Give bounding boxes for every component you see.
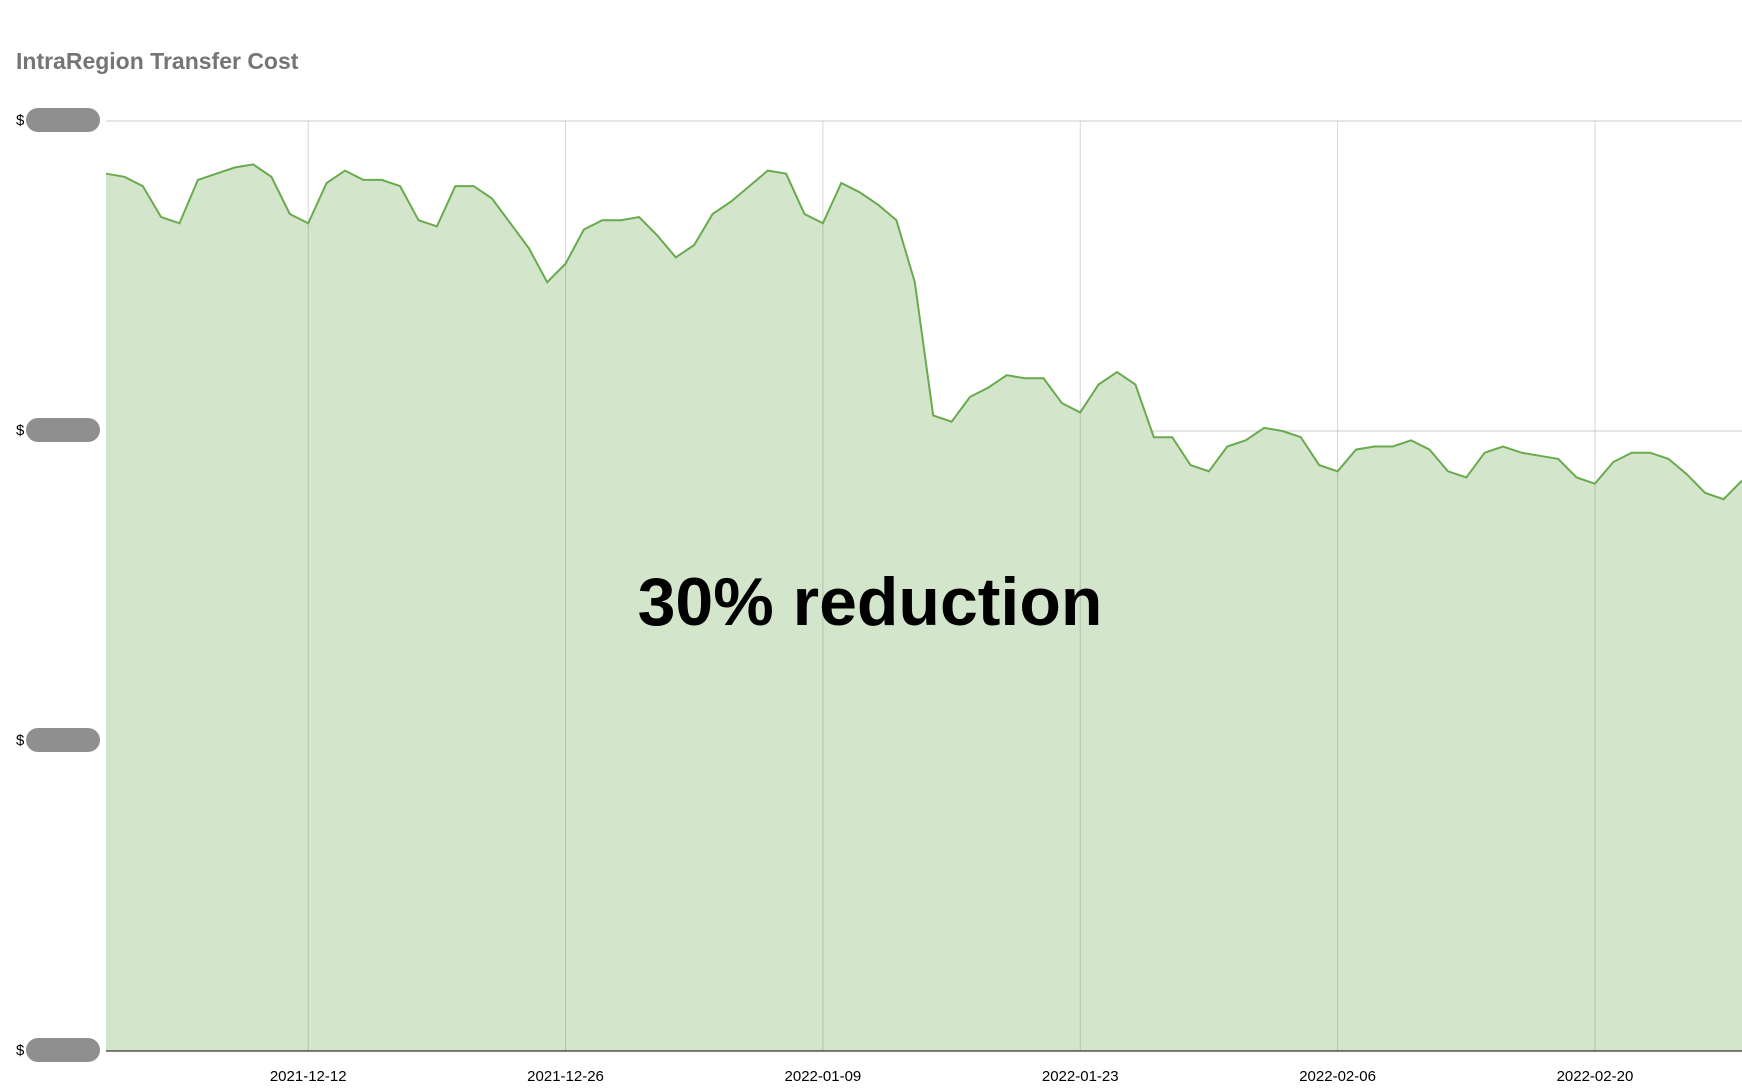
- y-tick-currency: $: [16, 731, 25, 749]
- x-grid-lines: [307, 121, 1596, 1051]
- y-tick-currency: $: [16, 111, 25, 129]
- x-tick-label: 2022-01-09: [785, 1068, 862, 1085]
- reduction-annotation: 30% reduction: [638, 564, 1103, 640]
- y-tick-label: $: [16, 418, 101, 442]
- area-fill: [106, 164, 1742, 1051]
- redacted-value-mask: [26, 1038, 101, 1062]
- x-tick-label: 2021-12-12: [270, 1068, 347, 1085]
- y-tick-currency: $: [16, 1041, 25, 1059]
- redacted-value-mask: [26, 418, 101, 442]
- x-tick-labels: 2021-12-12 2021-12-26 2022-01-09 2022-01-23…: [270, 1068, 1633, 1085]
- x-tick-label: 2021-12-26: [527, 1068, 604, 1085]
- y-tick-label: $: [16, 728, 101, 752]
- redacted-value-mask: [26, 728, 101, 752]
- series-line: [105, 163, 1742, 501]
- x-tick-label: 2022-02-06: [1299, 1068, 1376, 1085]
- y-tick-label: $: [16, 1038, 101, 1062]
- y-tick-label: $: [16, 108, 101, 132]
- chart-title: IntraRegion Transfer Cost: [16, 48, 299, 74]
- x-tick-label: 2022-02-20: [1557, 1068, 1634, 1085]
- redacted-value-mask: [26, 108, 101, 132]
- y-tick-currency: $: [16, 421, 25, 439]
- x-tick-label: 2022-01-23: [1042, 1068, 1119, 1085]
